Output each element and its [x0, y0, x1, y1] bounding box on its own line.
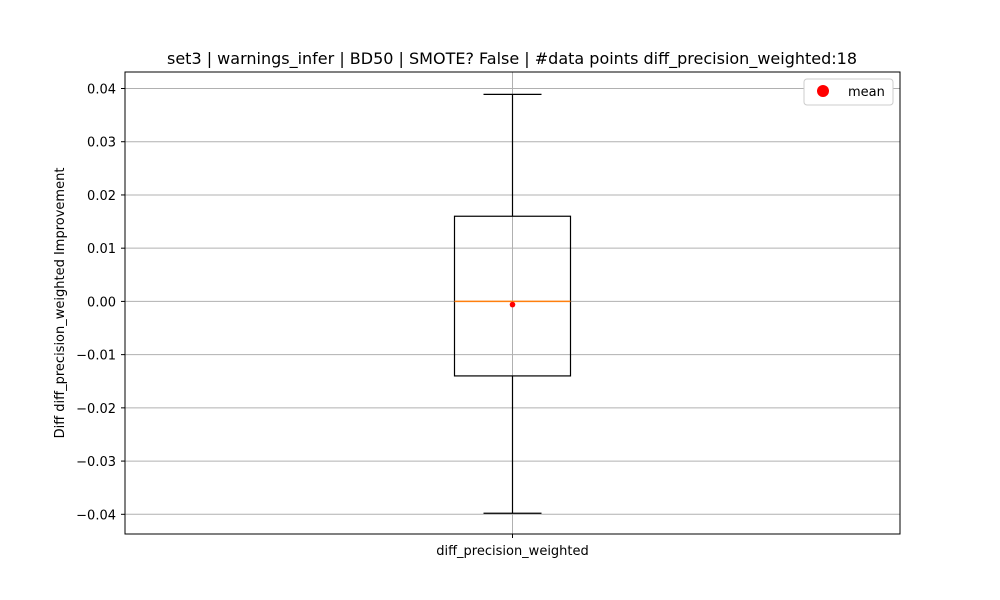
y-tick-label: 0.00 [87, 295, 116, 310]
x-tick-label: diff_precision_weighted [436, 544, 589, 559]
y-tick-label: −0.01 [76, 349, 116, 364]
y-tick-label: 0.02 [87, 189, 116, 204]
mean-marker [509, 301, 516, 308]
x-axis-ticks: diff_precision_weighted [436, 534, 589, 559]
chart-title: set3 | warnings_infer | BD50 | SMOTE? Fa… [167, 49, 857, 69]
y-tick-label: 0.03 [87, 136, 116, 151]
legend-mean-marker [817, 85, 829, 97]
y-tick-label: 0.01 [87, 242, 116, 257]
legend-frame [803, 78, 894, 106]
y-tick-label: −0.02 [76, 402, 116, 417]
legend: mean [803, 78, 894, 106]
legend-mean-label: mean [848, 85, 885, 100]
y-axis-label: Diff diff_precision_weighted Improvement [53, 168, 68, 439]
box-layer [453, 93, 572, 514]
y-tick-label: −0.04 [76, 508, 116, 523]
y-tick-label: 0.04 [87, 83, 116, 98]
interquartile-box [453, 215, 572, 377]
y-tick-label: −0.03 [76, 455, 116, 470]
y-axis-ticks: 0.04 0.03 0.02 0.01 0.00 −0.01 −0.02 −0.03 −0.04 [76, 83, 125, 523]
